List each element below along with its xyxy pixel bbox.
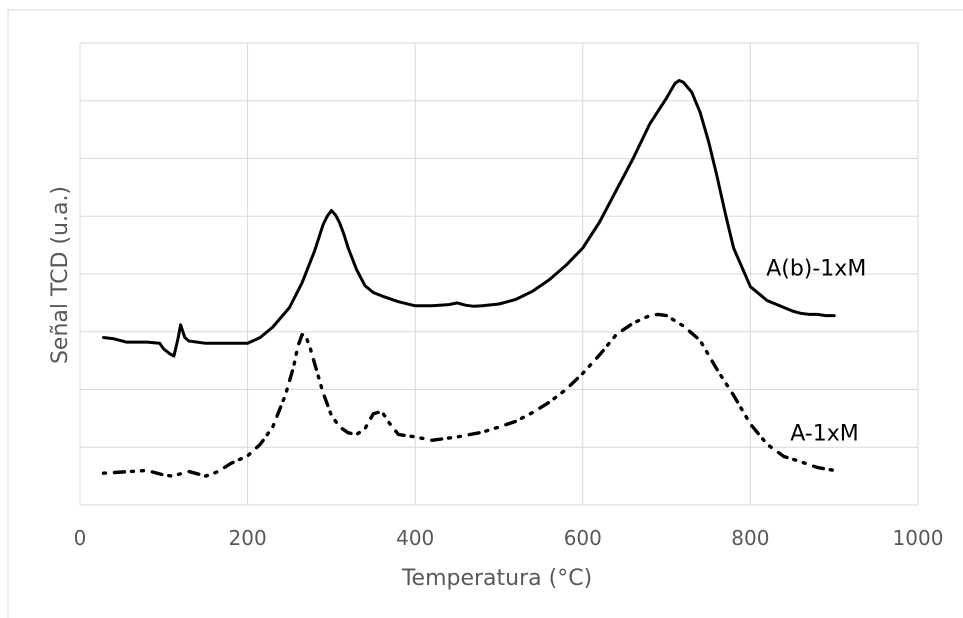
x-tick-label-400: 400 (396, 526, 434, 550)
x-tick-label-0: 0 (74, 526, 87, 550)
series-label-2: A-1xM (790, 421, 859, 446)
x-tick-label-800: 800 (731, 526, 769, 550)
x-tick-labels: 0 200 400 600 800 1000 (74, 526, 944, 550)
vertical-gridlines (79, 43, 919, 505)
series-label-1: A(b)-1xM (766, 257, 866, 282)
series-line-1 (102, 79, 836, 358)
horizontal-gridlines (80, 42, 918, 506)
x-tick-label-200: 200 (229, 526, 267, 550)
chart-border (7, 9, 963, 618)
series-labels: A(b)-1xM A-1xM (766, 257, 866, 447)
x-tick-label-1000: 1000 (893, 526, 944, 550)
series-line-2 (101, 312, 836, 478)
y-axis-title: Señal TCD (u.a.) (48, 186, 73, 364)
series-layer (101, 79, 836, 478)
x-tick-label-600: 600 (564, 526, 602, 550)
x-axis-title: Temperatura (°C) (401, 566, 592, 591)
